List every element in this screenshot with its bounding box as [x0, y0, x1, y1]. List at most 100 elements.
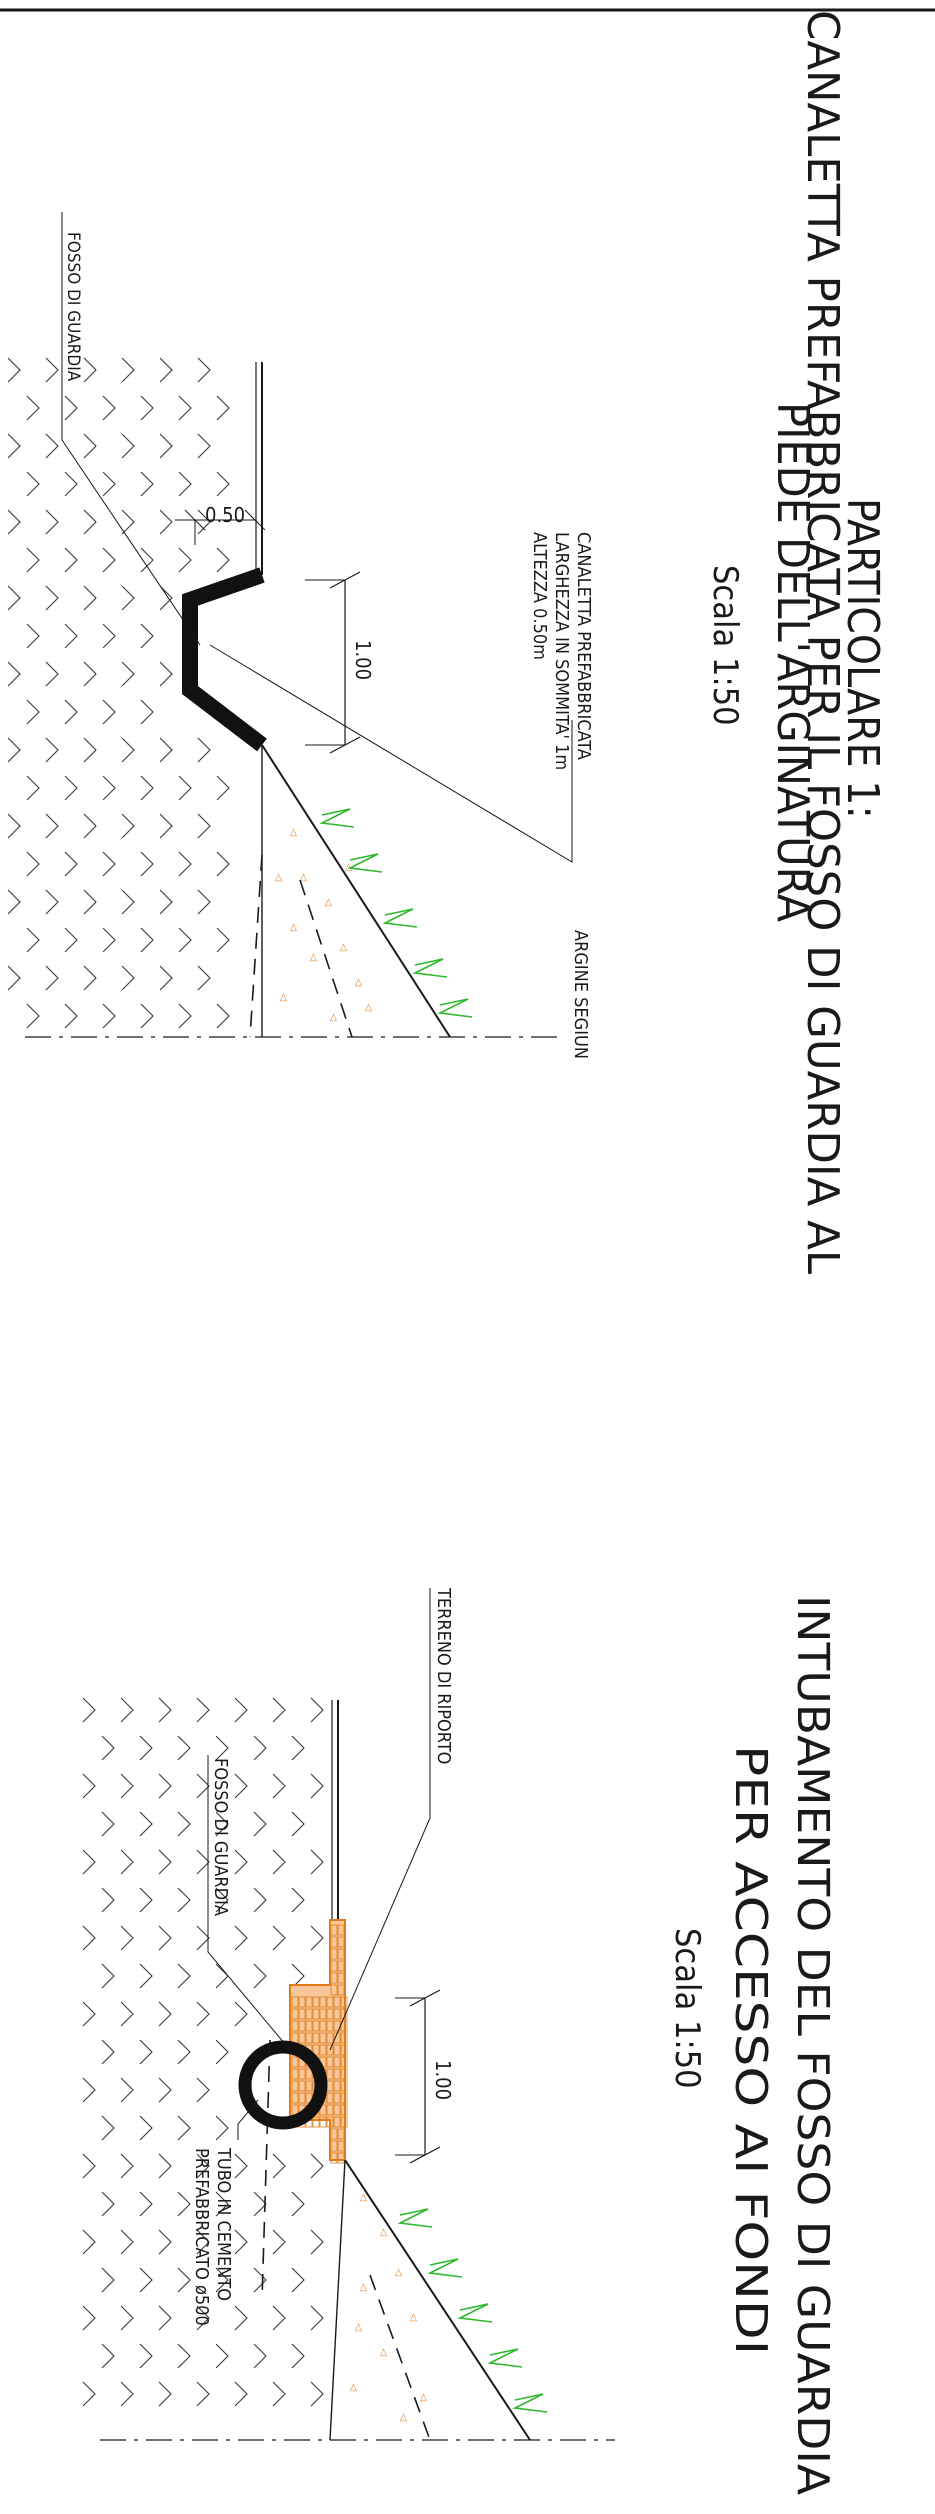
- hatch-mark: [197, 965, 211, 991]
- hatch-mark: [215, 1811, 229, 1837]
- hatch-mark: [120, 2381, 134, 2407]
- hatch-mark: [120, 2305, 134, 2331]
- hatch-mark: [310, 1849, 324, 1875]
- hatch-mark: [196, 2305, 210, 2331]
- hatch-mark: [101, 1811, 115, 1837]
- hatch-mark: [216, 851, 230, 877]
- hatch-mark: [234, 2229, 248, 2255]
- hatch-mark: [291, 1735, 305, 1761]
- fill-brick: [326, 2032, 334, 2044]
- hatch-mark: [83, 889, 97, 915]
- hatch-mark: [102, 623, 116, 649]
- hatch-mark: [196, 2381, 210, 2407]
- detail1-title-block: PARTICOLARE 1: CANALETTA PREFABBRICATA P…: [705, 10, 888, 1274]
- hatch-mark: [177, 2191, 191, 2217]
- hatch-mark: [139, 1963, 153, 1989]
- fill-brick: [298, 2032, 306, 2044]
- hatch-mark: [234, 2381, 248, 2407]
- hatch-mark: [139, 1811, 153, 1837]
- hatch-mark: [45, 509, 59, 535]
- hatch-mark: [26, 927, 40, 953]
- detail2-title-line1: INTUBAMENTO DEL FOSSO DI GUARDIA: [787, 1595, 838, 2495]
- fill-brick: [326, 2116, 334, 2128]
- hatch-mark: [26, 1003, 40, 1029]
- fill-brick: [326, 2008, 334, 2020]
- grass-tuft: [319, 808, 355, 828]
- grass-tuft: [427, 2258, 463, 2278]
- hatch-mark: [83, 509, 97, 535]
- hatch-mark: [234, 1697, 248, 1723]
- hatch-mark: [83, 965, 97, 991]
- hatch-mark: [83, 433, 97, 459]
- hatch-mark: [158, 2381, 172, 2407]
- hatch-mark: [45, 737, 59, 763]
- fill-brick: [305, 2032, 313, 2044]
- hatch-mark: [121, 509, 135, 535]
- hatch-mark: [7, 433, 21, 459]
- hatch-mark: [234, 1925, 248, 1951]
- hatch-mark: [158, 1925, 172, 1951]
- hatch-mark: [45, 357, 59, 383]
- detail2-slope-line: [344, 2159, 531, 2441]
- hatch-mark: [178, 547, 192, 573]
- hatch-mark: [253, 2267, 267, 2293]
- detail2-label-terreno: TERRENO DI RIPORTO: [433, 1587, 454, 1764]
- hatch-mark: [82, 2305, 96, 2331]
- detail2-dim-height: 1.00: [395, 1989, 455, 2164]
- hatch-mark: [253, 2343, 267, 2369]
- fill-brick: [340, 2080, 348, 2092]
- hatch-mark: [139, 1887, 153, 1913]
- fill-brick: [340, 2056, 348, 2068]
- hatch-mark: [102, 851, 116, 877]
- detail2: INTUBAMENTO DEL FOSSO DI GUARDIA PER ACC…: [82, 1587, 838, 2495]
- hatch-mark: [178, 927, 192, 953]
- hatch-mark: [215, 2343, 229, 2369]
- fill-mark: △: [345, 862, 352, 873]
- hatch-mark: [272, 1773, 286, 1799]
- fill-brick: [333, 1996, 341, 2008]
- hatch-mark: [101, 1963, 115, 1989]
- hatch-mark: [196, 1925, 210, 1951]
- hatch-mark: [216, 471, 230, 497]
- detail1-ground-hatch: [7, 357, 230, 1029]
- hatch-mark: [253, 2191, 267, 2217]
- fill-brick: [337, 1924, 345, 1936]
- fill-brick: [333, 2116, 341, 2128]
- hatch-mark: [101, 1887, 115, 1913]
- hatch-mark: [101, 2267, 115, 2293]
- hatch-mark: [159, 585, 173, 611]
- hatch-mark: [196, 2229, 210, 2255]
- fill-brick: [337, 1960, 345, 1972]
- hatch-mark: [64, 1003, 78, 1029]
- hatch-mark: [102, 927, 116, 953]
- fill-brick: [298, 2068, 306, 2080]
- hatch-mark: [140, 395, 154, 421]
- hatch-mark: [272, 1849, 286, 1875]
- hatch-mark: [140, 471, 154, 497]
- hatch-mark: [45, 433, 59, 459]
- hatch-mark: [253, 1811, 267, 1837]
- hatch-mark: [216, 547, 230, 573]
- hatch-mark: [45, 661, 59, 687]
- detail1-dim-height: 1.00: [305, 571, 375, 754]
- fill-mark: △: [330, 1012, 337, 1023]
- detail1-note-line1: CANALETTA PREFABBRICATA: [573, 532, 594, 760]
- hatch-mark: [158, 2001, 172, 2027]
- detail2-dim-height-label: 1.00: [431, 2060, 455, 2100]
- hatch-mark: [177, 1887, 191, 1913]
- fill-brick: [291, 1996, 299, 2008]
- hatch-mark: [83, 813, 97, 839]
- detail2-grass: [397, 2208, 548, 2413]
- hatch-mark: [178, 471, 192, 497]
- hatch-mark: [140, 699, 154, 725]
- fill-brick: [319, 2116, 327, 2128]
- hatch-mark: [101, 2343, 115, 2369]
- fill-brick: [305, 2068, 313, 2080]
- hatch-mark: [26, 699, 40, 725]
- fill-brick: [319, 1996, 327, 2008]
- detail1-note-line3: ALTEZZA 0.50m: [529, 532, 550, 660]
- detail2-title-block: INTUBAMENTO DEL FOSSO DI GUARDIA PER ACC…: [667, 1595, 838, 2495]
- fill-brick: [298, 2092, 306, 2104]
- fill-mark: △: [280, 992, 287, 1003]
- hatch-mark: [83, 357, 97, 383]
